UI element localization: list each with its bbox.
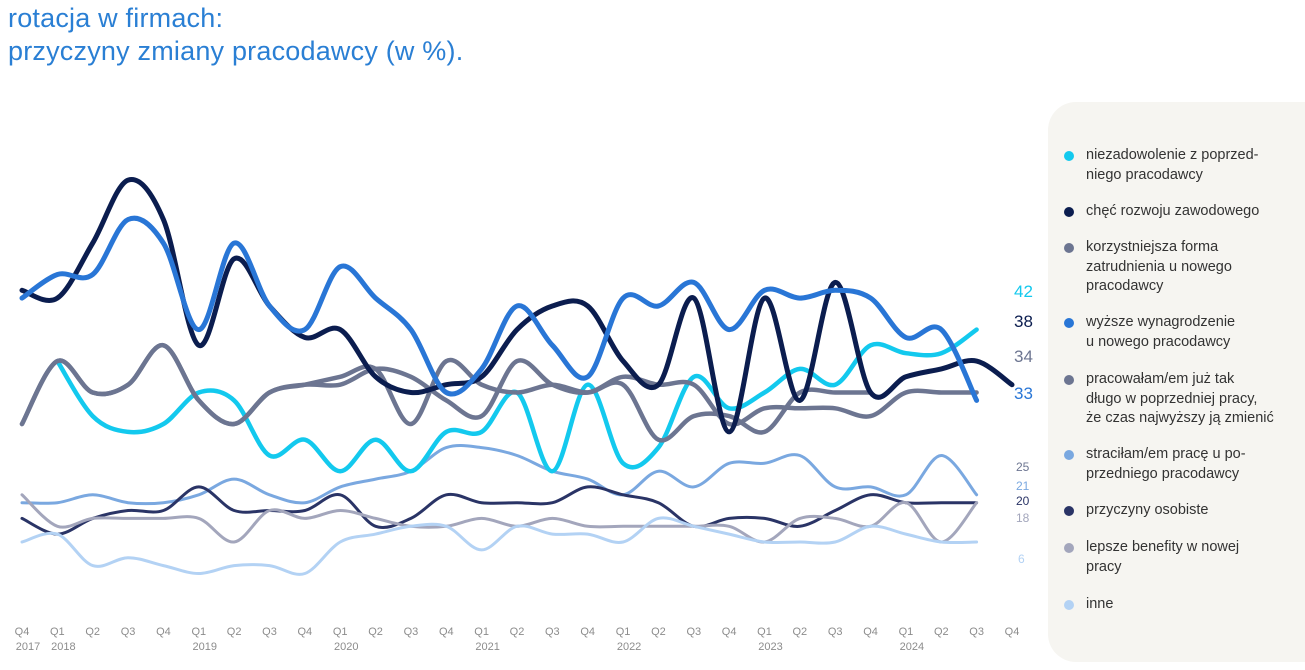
end-labels: 42 38 34 33 25 21 20 18 6 (1014, 282, 1033, 566)
chart-title: rotacja w firmach: przyczyny zmiany prac… (8, 2, 463, 68)
legend-item-inne: inne (1064, 595, 1304, 615)
x-tick-quarter: Q1 (333, 626, 348, 638)
series-line-5 (20, 444, 979, 506)
x-tick-quarter: Q4 (863, 626, 878, 638)
x-tick-quarter: Q3 (828, 626, 843, 638)
x-tick-quarter: Q1 (474, 626, 489, 638)
legend-item-niezadowolenie: niezadowolenie z poprzed- niego pracodaw… (1064, 146, 1304, 185)
legend-item-benefity: lepsze benefity w nowej pracy (1064, 538, 1304, 577)
x-tick-quarter: Q4 (722, 626, 737, 638)
x-tick-quarter: Q4 (580, 626, 595, 638)
legend-item-pracowalem: pracowałam/em już tak długo w poprzednie… (1064, 370, 1304, 429)
series-line-7 (20, 493, 979, 544)
legend-label: niezadowolenie z poprzed- niego pracodaw… (1086, 147, 1259, 183)
x-tick-year: 2020 (334, 641, 358, 653)
x-axis: Q4 2017 Q1 2018 Q2 Q3 Q4 Q1 2019 Q2 Q3 Q4 Q1 2020 Q2 Q3… (15, 626, 1020, 653)
legend-item-korzystniejsza: korzystniejsza forma zatrudnienia u nowe… (1064, 238, 1304, 297)
x-tick-quarter: Q2 (934, 626, 949, 638)
x-tick-quarter: Q4 (1005, 626, 1020, 638)
legend-label: lepsze benefity w nowej pracy (1086, 539, 1240, 575)
series-line-6 (20, 485, 979, 536)
x-tick-quarter: Q3 (121, 626, 136, 638)
legend-dot-icon (1064, 243, 1074, 253)
end-label-stracilem-alt: 21 (1016, 479, 1030, 493)
x-tick-year: 2023 (758, 641, 782, 653)
x-tick-quarter: Q3 (686, 626, 701, 638)
end-label-rozwoj: 38 (1014, 312, 1033, 331)
end-label-niezadowolenie: 42 (1014, 282, 1033, 301)
legend-item-rozwoj: chęć rozwoju zawodowego (1064, 202, 1304, 222)
x-tick-quarter: Q3 (969, 626, 984, 638)
legend-dot-icon (1064, 207, 1074, 217)
x-tick-quarter: Q4 (298, 626, 313, 638)
series-line-1 (19, 177, 1015, 435)
x-tick-quarter: Q2 (793, 626, 808, 638)
legend-dot-icon (1064, 318, 1074, 328)
end-label-wynagrodzenie: 33 (1014, 384, 1033, 403)
legend-dot-icon (1064, 600, 1074, 610)
x-tick-quarter: Q2 (651, 626, 666, 638)
x-tick-quarter: Q1 (191, 626, 206, 638)
legend-label: wyższe wynagrodzenie u nowego pracodawcy (1086, 314, 1236, 350)
legend-label: przyczyny osobiste (1086, 502, 1209, 518)
x-tick-year: 2021 (475, 641, 499, 653)
x-tick-year: 2018 (51, 641, 75, 653)
end-label-benefity: 18 (1016, 511, 1030, 525)
legend-dot-icon (1064, 543, 1074, 553)
legend-label: chęć rozwoju zawodowego (1086, 203, 1260, 219)
x-tick-quarter: Q1 (50, 626, 65, 638)
x-tick-quarter: Q2 (227, 626, 242, 638)
end-label-osobiste: 20 (1016, 494, 1030, 508)
legend-label: straciłam/em pracę u po- przedniego prac… (1086, 446, 1246, 482)
series-line-8 (20, 516, 979, 576)
x-tick-quarter: Q2 (510, 626, 525, 638)
end-label-stracilem: 25 (1016, 460, 1030, 474)
legend-item-wynagrodzenie: wyższe wynagrodzenie u nowego pracodawcy (1064, 313, 1304, 352)
x-tick-quarter: Q1 (757, 626, 772, 638)
x-tick-quarter: Q2 (85, 626, 100, 638)
x-tick-quarter: Q3 (545, 626, 560, 638)
legend-dot-icon (1064, 151, 1074, 161)
x-tick-quarter: Q3 (262, 626, 277, 638)
legend-item-osobiste: przyczyny osobiste (1064, 501, 1304, 521)
legend-dot-icon (1064, 506, 1074, 516)
x-tick-quarter: Q1 (616, 626, 631, 638)
legend-dot-icon (1064, 375, 1074, 385)
series-layer (19, 177, 1015, 576)
x-tick-year: 2022 (617, 641, 641, 653)
x-tick-quarter: Q3 (404, 626, 419, 638)
x-tick-quarter: Q4 (15, 626, 30, 638)
series-line-0 (55, 327, 979, 474)
legend-label: pracowałam/em już tak długo w poprzednie… (1086, 371, 1274, 426)
chart-title-line-2: przyczyny zmiany pracodawcy (w %). (8, 36, 464, 66)
end-label-inne: 6 (1018, 552, 1025, 566)
x-tick-quarter: Q2 (368, 626, 383, 638)
x-tick-quarter: Q4 (439, 626, 454, 638)
chart-title-line-1: rotacja w firmach: (8, 3, 224, 33)
legend-label: inne (1086, 596, 1114, 612)
end-label-korzystniejsza: 34 (1014, 347, 1033, 366)
x-tick-year: 2019 (193, 641, 217, 653)
x-tick-quarter: Q1 (899, 626, 914, 638)
x-tick-year: 2017 (16, 641, 40, 653)
series-line-3 (19, 215, 980, 403)
x-tick-year: 2024 (900, 641, 924, 653)
legend-item-stracilem: straciłam/em pracę u po- przedniego prac… (1064, 445, 1304, 484)
series-line-4 (19, 343, 979, 427)
legend-dot-icon (1064, 450, 1074, 460)
legend-label: korzystniejsza forma zatrudnienia u nowe… (1086, 239, 1232, 294)
x-tick-quarter: Q4 (156, 626, 171, 638)
chart-legend: niezadowolenie z poprzed- niego pracodaw… (1048, 102, 1305, 662)
